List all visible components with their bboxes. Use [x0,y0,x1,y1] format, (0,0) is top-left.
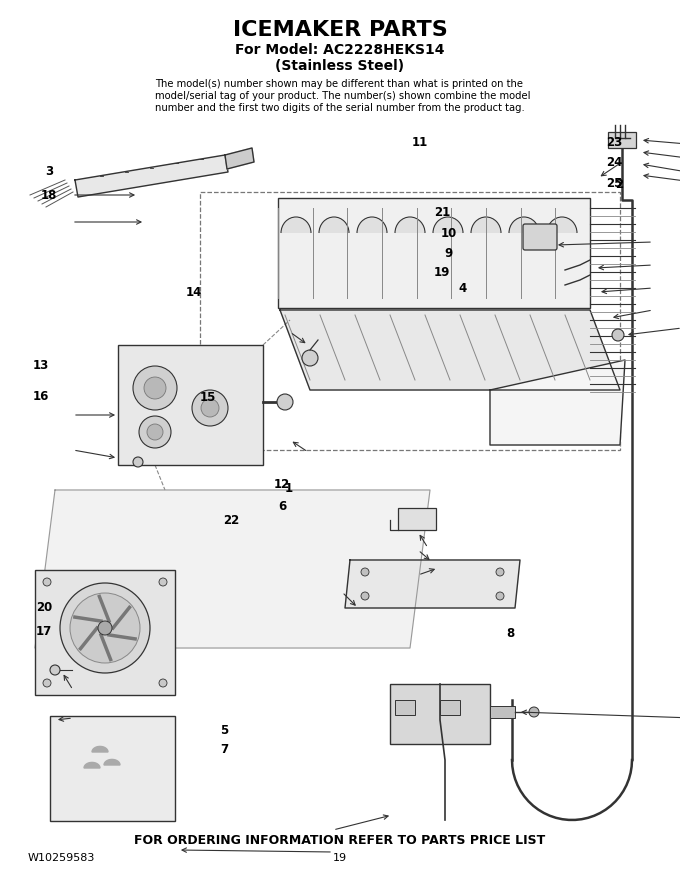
Bar [50,716,175,821]
Circle shape [133,366,177,410]
Circle shape [529,707,539,717]
Bar [35,570,175,695]
Polygon shape [104,759,120,765]
Text: 11: 11 [412,136,428,149]
Circle shape [496,568,504,576]
Circle shape [133,457,143,467]
Polygon shape [490,360,625,445]
Text: 21: 21 [434,207,450,219]
Polygon shape [75,155,228,197]
Text: 10: 10 [441,227,457,239]
Circle shape [159,578,167,586]
Wedge shape [471,218,501,233]
Circle shape [201,399,219,417]
Text: 23: 23 [606,136,622,149]
Text: 5: 5 [220,724,228,737]
Text: 4: 4 [458,282,466,295]
Circle shape [60,583,150,673]
Circle shape [50,665,60,675]
Circle shape [277,394,293,410]
Text: 17: 17 [36,626,52,638]
Text: 1: 1 [285,482,293,495]
Bar [118,345,263,465]
Text: 15: 15 [199,392,216,404]
Circle shape [147,424,163,440]
Bar [608,132,636,148]
Text: For Model: AC2228HEKS14: For Model: AC2228HEKS14 [235,43,445,57]
Text: 6: 6 [278,500,286,512]
Wedge shape [433,218,463,233]
Text: model/serial tag of your product. The number(s) shown combine the model: model/serial tag of your product. The nu… [155,91,530,101]
Text: 8: 8 [506,627,514,640]
Circle shape [43,578,51,586]
Polygon shape [345,560,520,608]
Polygon shape [35,490,430,648]
Circle shape [361,568,369,576]
Polygon shape [225,148,254,169]
Text: 14: 14 [186,286,202,298]
Bar [395,700,415,715]
Text: 24: 24 [606,157,622,169]
Text: W10259583: W10259583 [28,853,95,863]
Circle shape [70,593,140,663]
Text: 22: 22 [223,515,239,527]
Text: 9: 9 [445,247,453,260]
Text: ICEMAKER PARTS: ICEMAKER PARTS [233,20,447,40]
Polygon shape [84,762,100,768]
Circle shape [159,679,167,687]
Text: 3: 3 [45,165,53,178]
Text: 7: 7 [220,744,228,756]
Text: 12: 12 [274,478,290,490]
Text: number and the first two digits of the serial number from the product tag.: number and the first two digits of the s… [155,103,525,113]
Bar [278,198,590,308]
Circle shape [43,679,51,687]
Circle shape [496,592,504,600]
Polygon shape [92,746,108,752]
Text: FOR ORDERING INFORMATION REFER TO PARTS PRICE LIST: FOR ORDERING INFORMATION REFER TO PARTS … [135,833,545,847]
Bar [390,684,490,744]
Circle shape [139,416,171,448]
Circle shape [361,592,369,600]
Wedge shape [281,218,311,233]
Text: (Stainless Steel): (Stainless Steel) [275,59,405,73]
Bar [440,700,460,715]
Wedge shape [357,218,387,233]
Wedge shape [319,218,349,233]
Circle shape [192,390,228,426]
Text: 18: 18 [41,189,57,202]
Text: 20: 20 [36,601,52,613]
Text: 25: 25 [606,177,622,189]
Circle shape [302,350,318,366]
Circle shape [612,329,624,341]
Text: 13: 13 [33,359,49,371]
Polygon shape [280,310,620,390]
Circle shape [144,377,166,399]
Text: 19: 19 [333,853,347,863]
Text: 19: 19 [434,267,450,279]
Wedge shape [395,218,425,233]
Wedge shape [547,218,577,233]
Text: 2: 2 [615,179,623,191]
FancyBboxPatch shape [523,224,557,250]
Text: The model(s) number shown may be different than what is printed on the: The model(s) number shown may be differe… [155,79,523,89]
Bar [490,706,515,718]
Bar [200,192,620,450]
Text: 16: 16 [33,390,49,402]
Circle shape [98,621,112,635]
Bar [398,508,436,530]
Wedge shape [509,218,539,233]
